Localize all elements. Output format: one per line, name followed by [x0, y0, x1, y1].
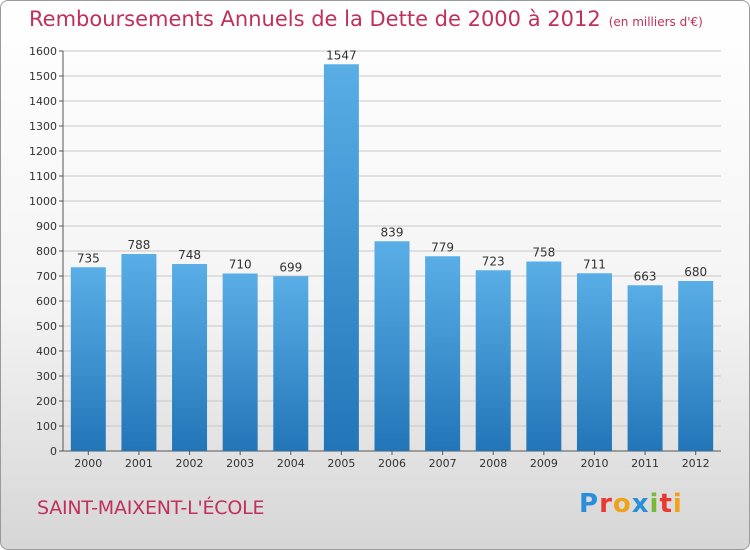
logo-letter: o [612, 489, 632, 519]
x-tick-label-2012: 2012 [682, 457, 710, 470]
y-tick-label: 600 [36, 295, 57, 308]
bar-2004 [273, 276, 309, 451]
x-tick-label-2009: 2009 [530, 457, 558, 470]
y-tick-label: 300 [36, 370, 57, 383]
logo-letter: x [631, 489, 650, 519]
data-label-2007: 779 [431, 240, 454, 254]
y-tick-label: 1300 [29, 120, 57, 133]
label-layer: 735 788 748 710 699 1547 839 779 723 758 711 663 680 [77, 48, 707, 283]
y-tick-label: 800 [36, 245, 57, 258]
y-tick-label: 1500 [29, 70, 57, 83]
data-label-2011: 663 [634, 269, 657, 283]
x-tick-label-2004: 2004 [277, 457, 305, 470]
bar-2009 [526, 261, 562, 451]
data-label-2001: 788 [127, 238, 150, 252]
data-label-2008: 723 [482, 254, 505, 268]
x-tick-label-2006: 2006 [378, 457, 406, 470]
bar-2003 [222, 273, 258, 451]
logo-letter: r [599, 489, 613, 519]
bar-2008 [475, 270, 511, 451]
y-tick-label: 700 [36, 270, 57, 283]
x-tick-label-2008: 2008 [479, 457, 507, 470]
data-label-2006: 839 [381, 225, 404, 239]
y-tick-label: 400 [36, 345, 57, 358]
x-tick-label-2002: 2002 [176, 457, 204, 470]
bar-layer [70, 64, 714, 451]
data-label-2010: 711 [583, 257, 606, 271]
bar-2000 [70, 267, 106, 451]
chart-title: Remboursements Annuels de la Dette de 20… [29, 7, 703, 31]
bar-2006 [374, 241, 410, 451]
logo-letter: i [672, 489, 683, 519]
x-tick-label-2005: 2005 [327, 457, 355, 470]
data-label-2012: 680 [684, 265, 707, 279]
bar-2005 [323, 64, 359, 451]
x-tick-label-2011: 2011 [631, 457, 659, 470]
y-tick-label: 1200 [29, 145, 57, 158]
x-tick-label-2010: 2010 [580, 457, 608, 470]
bar-2012 [678, 281, 714, 451]
bar-2010 [576, 273, 612, 451]
logo-letter: i [649, 489, 660, 519]
y-tick-label: 1400 [29, 95, 57, 108]
logo-letter: t [659, 489, 673, 519]
axis-layer: 0 100 200 300 400 500 600 700 800 900 1000 1100 1200… [29, 45, 721, 470]
proxiti-logo: Proxiti [579, 489, 683, 519]
y-tick-label: 200 [36, 395, 57, 408]
unit-note: (en milliers d'€) [608, 15, 703, 29]
bar-2002 [172, 264, 208, 451]
y-tick-label: 1600 [29, 45, 57, 58]
bar-2007 [425, 256, 461, 451]
y-tick-label: 900 [36, 220, 57, 233]
y-tick-label: 1100 [29, 170, 57, 183]
chart-title-text: Remboursements Annuels de la Dette de 20… [29, 7, 601, 31]
y-tick-label: 1000 [29, 195, 57, 208]
data-label-2004: 699 [279, 260, 302, 274]
x-tick-label-2000: 2000 [74, 457, 102, 470]
data-label-2005: 1547 [326, 48, 357, 62]
data-label-2002: 748 [178, 248, 201, 262]
data-label-2003: 710 [229, 258, 252, 272]
logo-letter: P [579, 489, 600, 519]
y-tick-label: 0 [50, 445, 57, 458]
y-tick-label: 100 [36, 420, 57, 433]
x-tick-label-2001: 2001 [125, 457, 153, 470]
x-tick-label-2007: 2007 [429, 457, 457, 470]
y-tick-label: 500 [36, 320, 57, 333]
data-label-2009: 758 [532, 246, 555, 260]
data-label-2000: 735 [77, 251, 100, 265]
place-name: SAINT-MAIXENT-L'ÉCOLE [37, 497, 265, 519]
bar-2011 [627, 285, 663, 451]
bar-2001 [121, 254, 157, 451]
x-tick-label-2003: 2003 [226, 457, 254, 470]
